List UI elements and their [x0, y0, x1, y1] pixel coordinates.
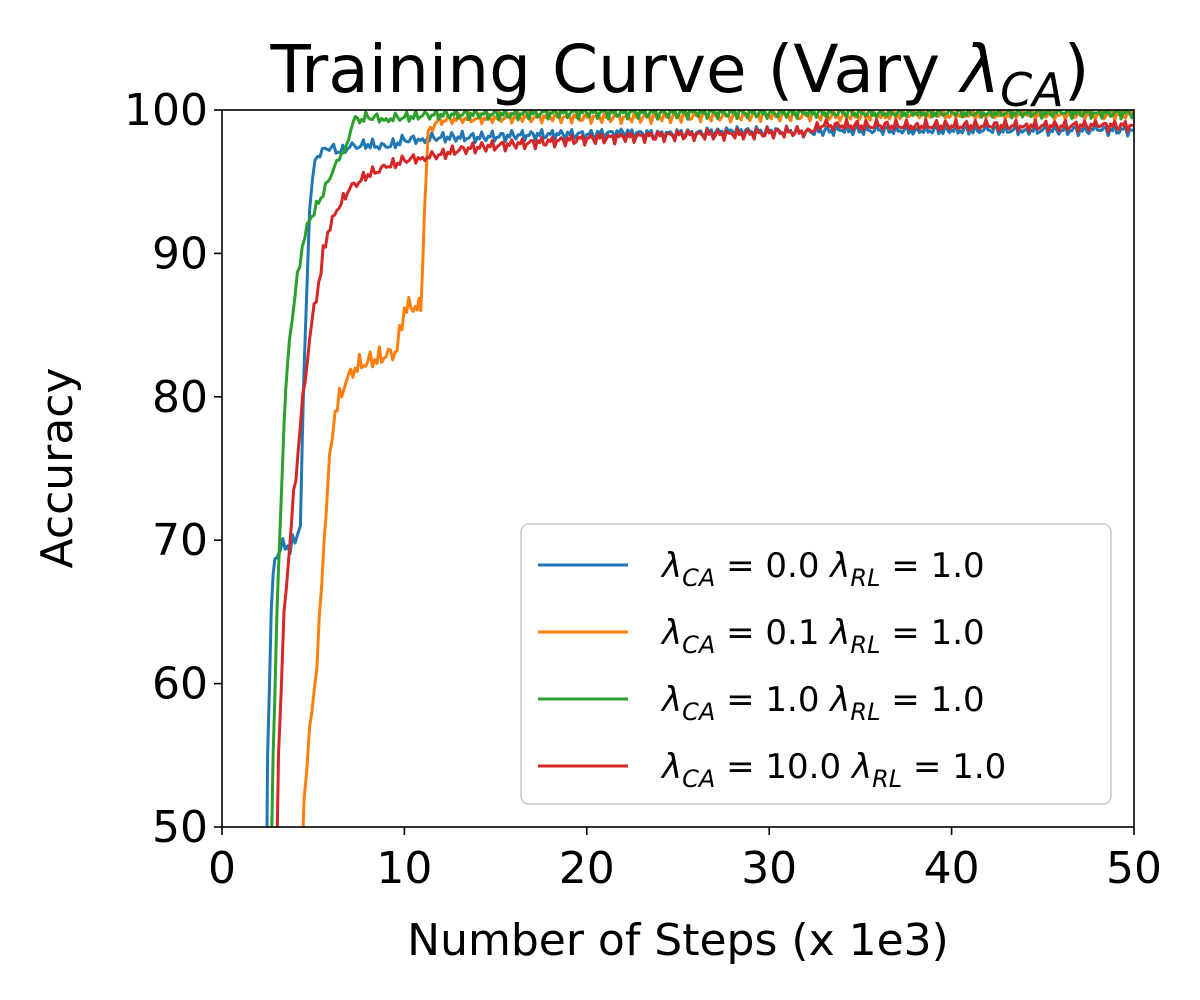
y-axis-label: Accuracy	[32, 368, 83, 569]
y-axis: 50 60 70 80 90 100	[124, 85, 222, 853]
legend-entry: λCA = 1.0 λRL = 1.0	[660, 680, 985, 726]
x-tick-label: 0	[208, 843, 236, 894]
y-tick-label: 80	[152, 372, 208, 423]
y-tick-label: 60	[152, 659, 208, 710]
legend-entry: λCA = 10.0 λRL = 1.0	[660, 747, 1006, 793]
x-tick-label: 20	[559, 843, 615, 894]
y-tick-label: 50	[152, 802, 208, 853]
series-line	[270, 110, 1134, 827]
y-tick-label: 70	[152, 515, 208, 566]
chart-title: Training Curve (Vary λCA)	[270, 31, 1090, 117]
x-tick-label: 10	[376, 843, 432, 894]
x-axis: 0 10 20 30 40 50	[208, 827, 1162, 894]
series-line	[275, 117, 1134, 827]
x-tick-label: 40	[924, 843, 980, 894]
y-tick-label: 100	[124, 85, 208, 136]
plot-frame	[221, 109, 1135, 828]
y-tick-label: 90	[152, 228, 208, 279]
legend-entry: λCA = 0.1 λRL = 1.0	[660, 613, 985, 659]
x-axis-label: Number of Steps (x 1e3)	[407, 915, 949, 966]
series-group	[265, 110, 1134, 827]
x-tick-label: 50	[1106, 843, 1162, 894]
legend: λCA = 0.0 λRL = 1.0 λCA = 0.1 λRL = 1.0 λC…	[520, 523, 1112, 805]
legend-box	[520, 523, 1112, 805]
x-tick-label: 30	[741, 843, 797, 894]
legend-entry: λCA = 0.0 λRL = 1.0	[660, 546, 985, 592]
